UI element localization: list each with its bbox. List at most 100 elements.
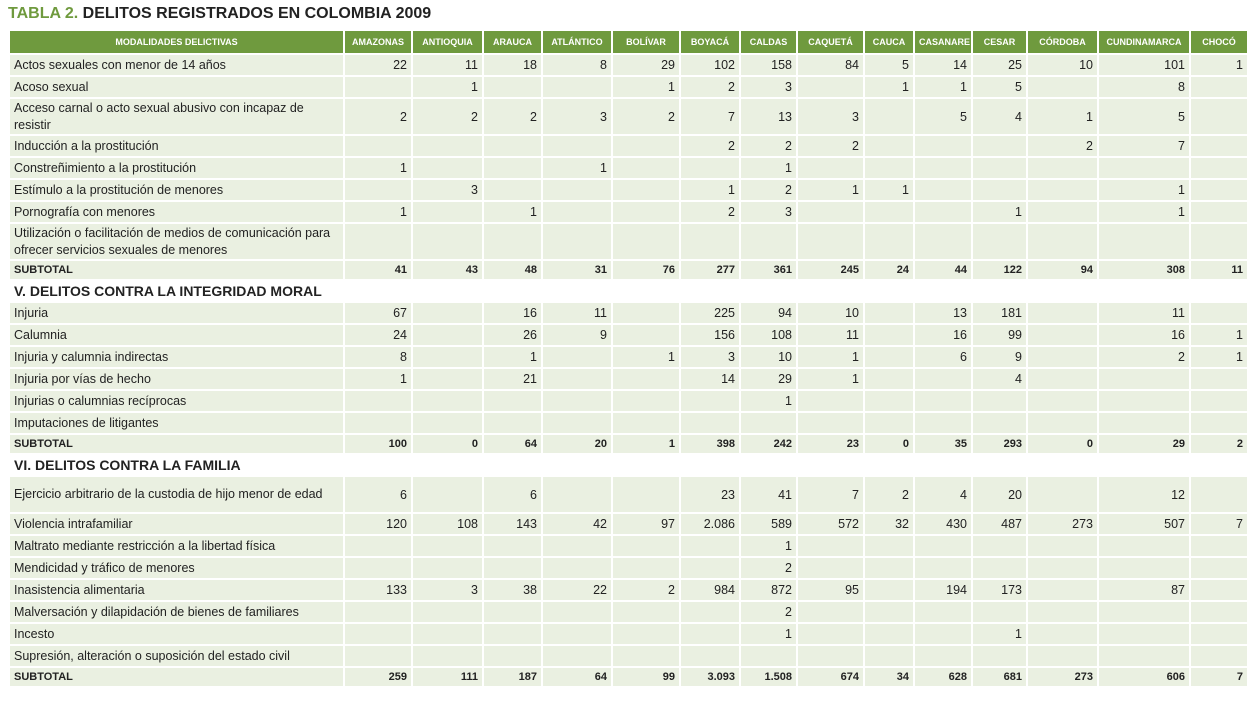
cell-arauca: 21 — [484, 369, 541, 389]
cell-cesar — [973, 602, 1026, 622]
cell-caqueta: 7 — [798, 477, 863, 512]
cell-antioquia: 111 — [413, 668, 482, 686]
cell-antioquia — [413, 202, 482, 222]
cell-antioquia — [413, 224, 482, 259]
cell-caqueta — [798, 413, 863, 433]
row-label: Ejercicio arbitrario de la custodia de h… — [10, 477, 343, 512]
cell-caqueta: 1 — [798, 347, 863, 367]
cell-cordoba: 2 — [1028, 136, 1097, 156]
cell-cundinamarca — [1099, 224, 1189, 259]
cell-choco — [1191, 202, 1247, 222]
cell-amazonas — [345, 180, 411, 200]
cell-choco — [1191, 602, 1247, 622]
cell-cauca — [865, 536, 913, 556]
cell-boyaca: 2.086 — [681, 514, 739, 534]
cell-cordoba — [1028, 369, 1097, 389]
row-label: Violencia intrafamiliar — [10, 514, 343, 534]
cell-caldas: 13 — [741, 99, 796, 134]
cell-antioquia — [413, 136, 482, 156]
row-label: Injuria y calumnia indirectas — [10, 347, 343, 367]
row-label: Maltrato mediante restricción a la liber… — [10, 536, 343, 556]
cell-cundinamarca: 12 — [1099, 477, 1189, 512]
subtotal-row: SUBTOTAL 100 0 64 20 1 398 242 23 0 35 293 0 29 2 — [10, 435, 1247, 453]
cell-casanare — [915, 413, 971, 433]
cell-caldas: 2 — [741, 180, 796, 200]
cell-cundinamarca — [1099, 558, 1189, 578]
cell-amazonas: 6 — [345, 477, 411, 512]
cell-cauca: 32 — [865, 514, 913, 534]
cell-bolivar — [613, 602, 679, 622]
table-row: Pornografía con menores 1 1 2 3 1 1 — [10, 202, 1247, 222]
cell-amazonas — [345, 77, 411, 97]
cell-cauca: 34 — [865, 668, 913, 686]
cell-caqueta — [798, 536, 863, 556]
cell-cesar: 99 — [973, 325, 1026, 345]
cell-cauca — [865, 413, 913, 433]
cell-casanare: 16 — [915, 325, 971, 345]
cell-cesar — [973, 536, 1026, 556]
cell-arauca: 18 — [484, 55, 541, 75]
cell-antioquia — [413, 477, 482, 512]
cell-cauca — [865, 646, 913, 666]
cell-cesar — [973, 558, 1026, 578]
section-title: V. DELITOS CONTRA LA INTEGRIDAD MORAL — [10, 281, 1247, 301]
cell-cauca — [865, 325, 913, 345]
cell-caldas: 2 — [741, 136, 796, 156]
cell-caqueta: 1 — [798, 180, 863, 200]
cell-caqueta — [798, 624, 863, 644]
cell-caldas: 3 — [741, 77, 796, 97]
cell-cesar — [973, 391, 1026, 411]
cell-caldas: 108 — [741, 325, 796, 345]
cell-choco: 2 — [1191, 435, 1247, 453]
row-label: Incesto — [10, 624, 343, 644]
cell-cundinamarca: 1 — [1099, 202, 1189, 222]
header-row: MODALIDADES DELICTIVAS AMAZONAS ANTIOQUIA A… — [10, 31, 1247, 53]
cell-amazonas — [345, 602, 411, 622]
cell-amazonas — [345, 536, 411, 556]
cell-amazonas — [345, 391, 411, 411]
cell-cauca: 2 — [865, 477, 913, 512]
cell-cordoba — [1028, 477, 1097, 512]
table-row: Acoso sexual 1 1 2 3 1 1 5 8 — [10, 77, 1247, 97]
cell-bolivar — [613, 477, 679, 512]
cell-cordoba — [1028, 303, 1097, 323]
cell-cauca — [865, 391, 913, 411]
cell-cesar: 181 — [973, 303, 1026, 323]
cell-antioquia: 108 — [413, 514, 482, 534]
cell-antioquia — [413, 347, 482, 367]
cell-arauca — [484, 224, 541, 259]
table-row: Supresión, alteración o suposición del e… — [10, 646, 1247, 666]
cell-bolivar: 2 — [613, 99, 679, 134]
cell-arauca: 64 — [484, 435, 541, 453]
cell-antioquia — [413, 536, 482, 556]
cell-caqueta — [798, 158, 863, 178]
cell-antioquia: 11 — [413, 55, 482, 75]
cell-cesar: 1 — [973, 202, 1026, 222]
cell-atlantico: 9 — [543, 325, 611, 345]
cell-choco: 1 — [1191, 55, 1247, 75]
cell-atlantico — [543, 202, 611, 222]
cell-antioquia — [413, 158, 482, 178]
table-row: Injurias o calumnias recíprocas 1 — [10, 391, 1247, 411]
cell-casanare: 628 — [915, 668, 971, 686]
table-row: Maltrato mediante restricción a la liber… — [10, 536, 1247, 556]
cell-boyaca: 277 — [681, 261, 739, 279]
subtotal-label: SUBTOTAL — [10, 668, 343, 686]
cell-atlantico — [543, 413, 611, 433]
cell-caqueta: 572 — [798, 514, 863, 534]
cell-caldas: 158 — [741, 55, 796, 75]
cell-cauca — [865, 369, 913, 389]
cell-casanare — [915, 391, 971, 411]
cell-cordoba: 273 — [1028, 514, 1097, 534]
cell-choco: 7 — [1191, 514, 1247, 534]
cell-bolivar: 1 — [613, 347, 679, 367]
cell-choco — [1191, 413, 1247, 433]
subtotal-label: SUBTOTAL — [10, 261, 343, 279]
row-label: Injuria por vías de hecho — [10, 369, 343, 389]
cell-cordoba — [1028, 413, 1097, 433]
row-label: Acoso sexual — [10, 77, 343, 97]
cell-bolivar: 29 — [613, 55, 679, 75]
cell-atlantico — [543, 136, 611, 156]
cell-cordoba — [1028, 224, 1097, 259]
cell-casanare — [915, 158, 971, 178]
